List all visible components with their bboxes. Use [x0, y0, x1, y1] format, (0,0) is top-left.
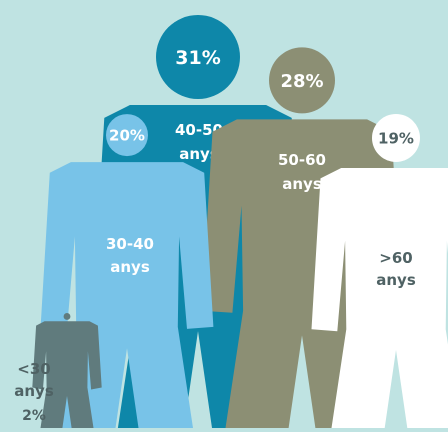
category-label-3-1: anys — [282, 175, 322, 193]
category-label-1-0: 30-40 — [106, 235, 154, 253]
value-label-2: 31% — [175, 47, 220, 69]
category-label-3-0: 50-60 — [278, 151, 326, 169]
category-label-4-1: anys — [376, 271, 416, 289]
value-label-3: 28% — [280, 71, 323, 92]
value-label-0: 2% — [22, 408, 46, 424]
category-label-0-1: anys — [14, 382, 54, 400]
value-label-1: 20% — [109, 126, 145, 144]
value-label-4: 19% — [378, 129, 414, 147]
person-head-0 — [64, 313, 71, 320]
category-label-1-1: anys — [110, 258, 150, 276]
category-label-4-0: >60 — [379, 249, 412, 267]
category-label-0-0: <30 — [17, 360, 50, 378]
